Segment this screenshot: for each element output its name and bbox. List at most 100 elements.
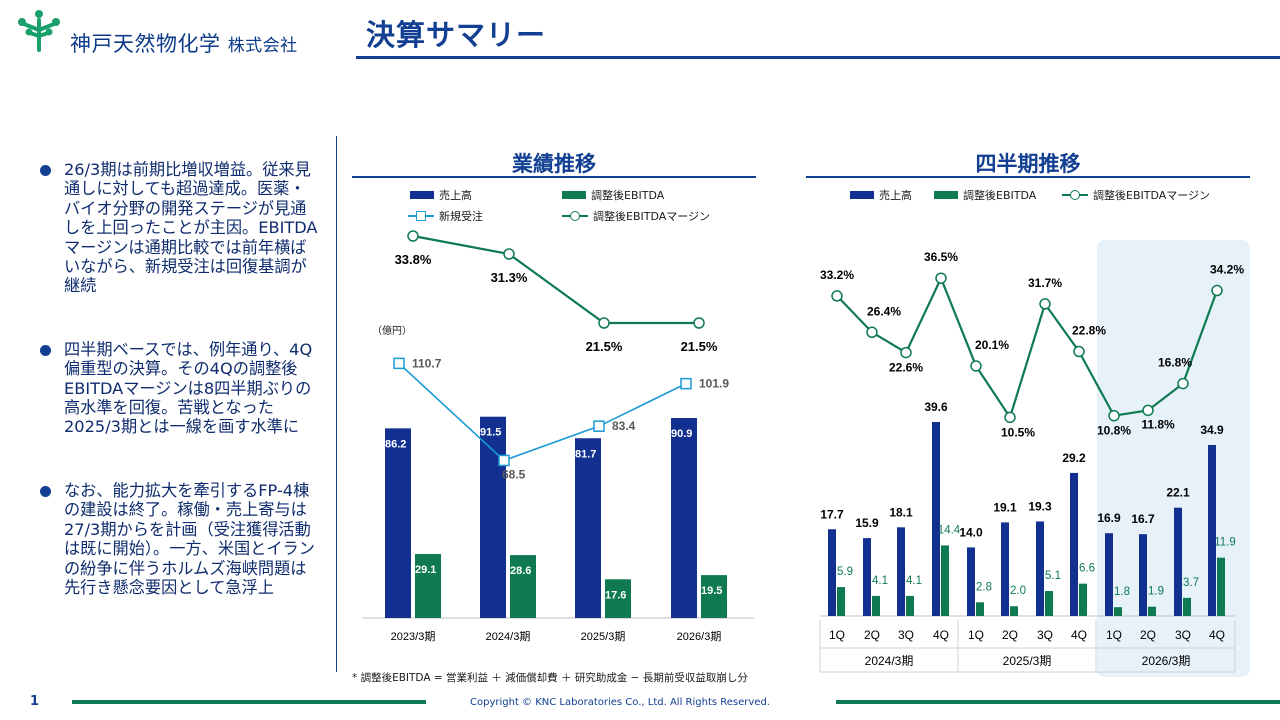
annual-category-label: 2026/3期	[677, 630, 722, 643]
annual-orders-label: 83.4	[612, 419, 636, 433]
quarterly-ebitda-bar	[1045, 591, 1053, 616]
quarterly-margin-label: 11.8%	[1141, 417, 1175, 431]
quarterly-ebitda-label: 3.7	[1183, 577, 1199, 589]
quarterly-ebitda-label: 1.8	[1114, 586, 1130, 598]
quarterly-ebitda-bar	[1148, 606, 1156, 616]
ebitda-swatch-icon	[934, 191, 958, 199]
annual-margin-marker	[407, 230, 419, 242]
quarterly-ebitda-bar	[837, 587, 845, 616]
quarterly-sales-label: 29.2	[1062, 451, 1086, 465]
annual-sales-label: 81.7	[575, 448, 596, 460]
quarterly-margin-label: 33.2%	[820, 268, 854, 282]
quarterly-sales-label: 15.9	[855, 516, 879, 530]
annual-ebitda-label: 29.1	[415, 564, 436, 576]
quarterly-sales-bar	[1208, 444, 1216, 616]
footer-rule-left	[72, 700, 426, 704]
quarterly-sales-label: 16.7	[1131, 512, 1155, 526]
annual-sales-bar	[385, 428, 411, 618]
annual-ebitda-bar	[605, 579, 631, 618]
margin-swatch-icon	[562, 211, 588, 221]
sales-swatch-icon	[850, 191, 874, 199]
quarterly-ebitda-label: 6.6	[1079, 563, 1095, 575]
quarterly-sales-label: 34.9	[1200, 423, 1224, 437]
quarterly-sales-bar	[1070, 472, 1078, 616]
quarterly-category-label: 1Q	[968, 628, 984, 642]
ebitda-footnote: * 調整後EBITDA = 営業利益 ＋ 減価償却費 ＋ 研究助成金 − 長期前…	[352, 672, 748, 684]
annual-chart-title: 業績推移	[512, 152, 596, 176]
margin-swatch-icon	[1062, 190, 1088, 200]
quarterly-margin-line	[836, 275, 1219, 420]
annual-ebitda-label: 17.6	[605, 589, 626, 601]
quarterly-margin-label: 22.6%	[889, 361, 923, 375]
quarterly-category-label: 3Q	[898, 628, 914, 642]
annual-sales-label: 90.9	[671, 428, 692, 440]
quarterly-category-label: 3Q	[1175, 628, 1191, 642]
annual-margin-label: 33.8%	[395, 252, 432, 267]
quarterly-ebitda-bar	[1114, 607, 1122, 616]
quarterly-margin-marker	[1108, 409, 1120, 422]
quarterly-sales-label: 19.3	[1028, 499, 1052, 513]
company-logo: 神戸天然物化学 株式会社	[12, 8, 332, 56]
legend-q-ebitda: 調整後EBITDA	[934, 187, 1036, 203]
quarterly-ebitda-bar	[1010, 606, 1018, 616]
quarterly-margin-label: 22.8%	[1072, 324, 1106, 338]
quarterly-sales-bar	[1174, 507, 1182, 616]
quarterly-margin-label: 16.8%	[1158, 356, 1192, 370]
quarterly-group-label: 2025/3期	[1003, 654, 1052, 668]
quarterly-sales-bar	[1036, 521, 1044, 616]
quarterly-ebitda-bar	[1079, 583, 1087, 616]
annual-title-rule	[352, 176, 756, 178]
vertical-divider	[336, 136, 337, 672]
ebitda-swatch-icon	[562, 191, 586, 199]
quarterly-sales-bar	[1001, 522, 1009, 616]
page-number: 1	[30, 694, 40, 709]
quarterly-ebitda-label: 5.9	[837, 566, 853, 578]
bullet-item: 26/3期は前期比増収増益。従来見通しに対しても超過達成。医薬・バイオ分野の開発…	[38, 160, 320, 296]
quarterly-group-label: 2024/3期	[865, 654, 914, 668]
legend-orders: 新規受注	[408, 208, 483, 224]
bullet-dot-icon	[40, 165, 51, 176]
quarterly-ebitda-label: 11.9	[1214, 537, 1236, 549]
annual-orders-marker	[393, 357, 405, 370]
annual-sales-bar	[480, 416, 506, 618]
quarterly-sales-label: 22.1	[1166, 486, 1190, 500]
quarterly-ebitda-label: 14.4	[938, 524, 961, 536]
quarterly-sales-label: 16.9	[1097, 511, 1121, 525]
annual-category-label: 2023/3期	[391, 630, 436, 643]
quarterly-category-label: 2Q	[1140, 628, 1156, 642]
annual-orders-label: 68.5	[502, 467, 526, 481]
quarterly-ebitda-bar	[941, 545, 949, 616]
annual-orders-label: 101.9	[699, 377, 729, 391]
quarterly-margin-marker	[1177, 377, 1189, 390]
annual-ebitda-bar	[701, 575, 727, 618]
annual-orders-marker	[498, 454, 510, 467]
quarterly-sales-label: 14.0	[959, 525, 983, 539]
annual-margin-label: 31.3%	[491, 270, 528, 285]
quarterly-ebitda-label: 2.8	[976, 581, 992, 593]
annual-sales-bar	[671, 418, 697, 618]
annual-orders-label: 110.7	[412, 356, 442, 370]
annual-margin-marker	[598, 317, 610, 329]
quarterly-margin-marker	[1211, 284, 1223, 297]
quarterly-sales-bar	[1105, 533, 1113, 616]
legend-margin: 調整後EBITDAマージン	[562, 208, 710, 224]
quarterly-margin-label: 20.1%	[975, 338, 1009, 352]
company-name: 神戸天然物化学 株式会社	[70, 32, 298, 56]
footer-rule-right	[836, 700, 1280, 704]
quarterly-margin-marker	[1039, 298, 1051, 310]
annual-orders-marker	[680, 377, 692, 390]
quarterly-ebitda-label: 1.9	[1148, 586, 1164, 598]
quarterly-group-label: 2026/3期	[1142, 654, 1191, 668]
quarterly-ebitda-label: 5.1	[1045, 570, 1061, 582]
quarterly-sales-bar	[828, 529, 836, 616]
quarterly-chart-title: 四半期推移	[975, 152, 1081, 176]
quarterly-ebitda-label: 2.0	[1010, 585, 1026, 597]
quarterly-margin-marker	[1142, 404, 1154, 417]
quarterly-margin-marker	[900, 346, 912, 359]
quarterly-ebitda-bar	[906, 595, 914, 616]
legend-sales: 売上高	[410, 187, 472, 203]
annual-ebitda-bar	[510, 555, 536, 618]
annual-ebitda-label: 19.5	[701, 585, 722, 597]
tree-logo-icon	[18, 10, 60, 52]
